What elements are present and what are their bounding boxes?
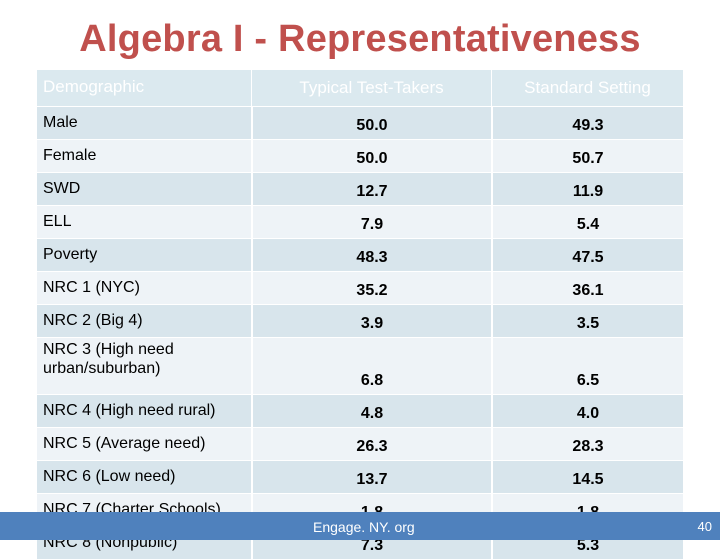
table-row: NRC 1 (NYC) 35.2 36.1 [37, 271, 683, 304]
table-row: NRC 3 (High need urban/suburban) 6.8 6.5 [37, 337, 683, 394]
table-row: NRC 2 (Big 4) 3.9 3.5 [37, 304, 683, 337]
footer-source: Engage. NY. org [313, 519, 415, 535]
standard-value: 5.4 [491, 205, 683, 238]
standard-value: 3.5 [491, 304, 683, 337]
standard-value: 36.1 [491, 271, 683, 304]
typical-value: 50.0 [251, 139, 491, 172]
row-label: Male [37, 106, 251, 139]
standard-value: 14.5 [491, 460, 683, 493]
standard-value: 49.3 [491, 106, 683, 139]
standard-value: 4.0 [491, 394, 683, 427]
typical-value: 48.3 [251, 238, 491, 271]
row-label: NRC 5 (Average need) [37, 427, 251, 460]
footer-bar: Engage. NY. org 40 [0, 512, 720, 540]
table-row: SWD 12.7 11.9 [37, 172, 683, 205]
table-row: NRC 6 (Low need) 13.7 14.5 [37, 460, 683, 493]
table-row: NRC 4 (High need rural) 4.8 4.0 [37, 394, 683, 427]
typical-value: 3.9 [251, 304, 491, 337]
row-label: NRC 2 (Big 4) [37, 304, 251, 337]
typical-value: 13.7 [251, 460, 491, 493]
table-row: ELL 7.9 5.4 [37, 205, 683, 238]
table-row: Female 50.0 50.7 [37, 139, 683, 172]
typical-value: 4.8 [251, 394, 491, 427]
typical-value: 7.9 [251, 205, 491, 238]
standard-value: 11.9 [491, 172, 683, 205]
page-number: 40 [697, 519, 712, 534]
table-row: Poverty 48.3 47.5 [37, 238, 683, 271]
header-demographic: Demographic [37, 70, 251, 106]
row-label: NRC 4 (High need rural) [37, 394, 251, 427]
row-label: ELL [37, 205, 251, 238]
typical-value: 12.7 [251, 172, 491, 205]
header-typical-test-takers: Typical Test-Takers [251, 70, 491, 106]
standard-value: 28.3 [491, 427, 683, 460]
typical-value: 6.8 [251, 337, 491, 394]
typical-value: 35.2 [251, 271, 491, 304]
representativeness-table: Demographic Typical Test-Takers Standard… [37, 70, 683, 559]
header-standard-setting: Standard Setting [491, 70, 683, 106]
row-label: NRC 1 (NYC) [37, 271, 251, 304]
table-row: Male 50.0 49.3 [37, 106, 683, 139]
standard-value: 6.5 [491, 337, 683, 394]
table-row: NRC 5 (Average need) 26.3 28.3 [37, 427, 683, 460]
row-label: SWD [37, 172, 251, 205]
typical-value: 26.3 [251, 427, 491, 460]
row-label: NRC 6 (Low need) [37, 460, 251, 493]
row-label: Poverty [37, 238, 251, 271]
row-label: Female [37, 139, 251, 172]
table-header-row: Demographic Typical Test-Takers Standard… [37, 70, 683, 106]
standard-value: 47.5 [491, 238, 683, 271]
slide-title: Algebra I - Representativeness [79, 18, 641, 60]
row-label: NRC 3 (High need urban/suburban) [37, 337, 251, 394]
typical-value: 50.0 [251, 106, 491, 139]
standard-value: 50.7 [491, 139, 683, 172]
